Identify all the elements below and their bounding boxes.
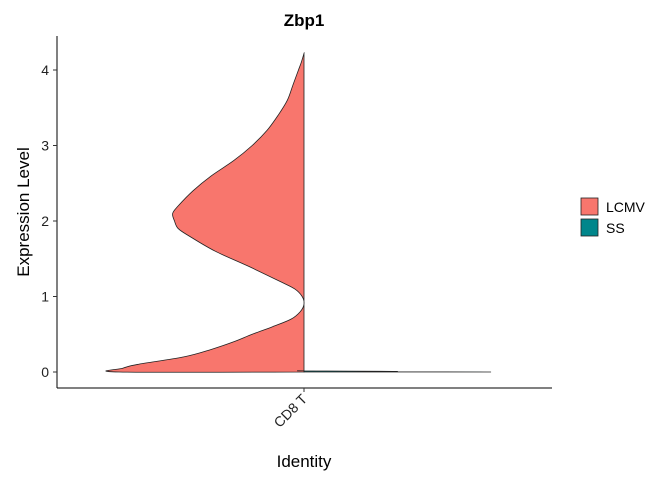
legend-label: SS [606, 220, 625, 236]
x-axis-title: Identity [277, 452, 332, 471]
y-axis-title: Expression Level [14, 147, 33, 276]
x-axis-ticks: CD8 T [270, 388, 310, 431]
legend-key-lcmv [580, 197, 599, 216]
y-tick-label: 2 [41, 213, 49, 229]
y-tick-label: 4 [41, 62, 49, 78]
y-tick-label: 3 [41, 138, 49, 154]
legend-key-ss [580, 218, 599, 237]
chart-title: Zbp1 [284, 11, 325, 30]
plot-area [105, 52, 492, 373]
x-tick-label: CD8 T [270, 390, 310, 430]
violin-lcmv [105, 52, 305, 373]
violin-ss [297, 370, 492, 373]
legend-label: LCMV [606, 199, 646, 215]
legend: LCMV SS [580, 197, 646, 237]
y-tick-label: 1 [41, 289, 49, 305]
y-axis-ticks: 0 1 2 3 4 [41, 62, 57, 380]
y-tick-label: 0 [41, 364, 49, 380]
